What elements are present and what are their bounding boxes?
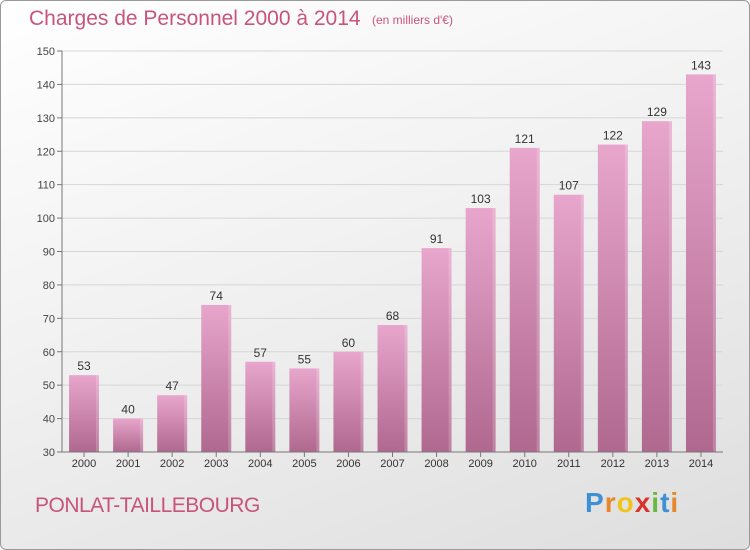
bar — [509, 147, 540, 453]
logo-letter: x — [634, 487, 652, 518]
proxiti-logo: Proxiti — [585, 487, 679, 519]
y-tick-label: 40 — [43, 414, 55, 426]
y-tick-label: 110 — [37, 180, 55, 192]
data-label: 57 — [254, 346, 268, 360]
data-label: 40 — [121, 403, 135, 417]
chart-subtitle: (en milliers d'€) — [372, 13, 453, 27]
x-tick-label: 2012 — [601, 458, 625, 470]
data-label: 68 — [386, 309, 400, 323]
x-tick-label: 2014 — [689, 458, 713, 470]
y-tick-label: 90 — [43, 247, 55, 259]
x-tick-label: 2013 — [645, 458, 669, 470]
data-label: 122 — [603, 129, 623, 143]
bar — [69, 375, 100, 452]
y-tick-label: 30 — [43, 447, 55, 459]
axes — [57, 50, 723, 457]
data-label: 91 — [430, 232, 444, 246]
bar-highlight — [184, 395, 188, 452]
logo-letter: o — [616, 487, 635, 518]
bar — [377, 325, 408, 452]
bar — [553, 194, 584, 453]
y-tick-label: 50 — [43, 380, 55, 392]
bar-highlight — [492, 208, 496, 452]
bar-highlight — [316, 368, 320, 452]
bar — [157, 395, 188, 452]
logo-letter: P — [585, 487, 605, 518]
chart-title: Charges de Personnel 2000 à 2014 — [29, 7, 361, 30]
y-tick-label: 100 — [37, 213, 55, 225]
bar-highlight — [360, 351, 364, 452]
bar-highlight — [536, 147, 540, 453]
y-tick-label: 60 — [43, 347, 55, 359]
bars — [69, 74, 716, 453]
data-label: 121 — [515, 132, 535, 146]
y-tick-label: 80 — [43, 280, 55, 292]
bar — [201, 304, 232, 452]
y-tick-label: 150 — [37, 46, 55, 58]
bar — [333, 351, 364, 452]
data-label: 143 — [691, 58, 711, 72]
y-tick-label: 130 — [37, 113, 55, 125]
x-tick-label: 2006 — [336, 458, 360, 470]
x-tick-label: 2011 — [557, 458, 581, 470]
bar-highlight — [140, 418, 144, 452]
bar-highlight — [272, 361, 276, 452]
y-tick-label: 120 — [37, 146, 55, 158]
x-tick-label: 2004 — [248, 458, 272, 470]
y-tick-label: 140 — [37, 79, 55, 91]
bar — [597, 144, 628, 453]
logo-letter: i — [670, 487, 680, 518]
data-label: 74 — [210, 289, 224, 303]
x-tick-label: 2005 — [292, 458, 316, 470]
x-tick-label: 2010 — [512, 458, 536, 470]
bar-highlight — [404, 325, 408, 452]
bar — [641, 121, 672, 453]
x-tick-label: 2009 — [468, 458, 492, 470]
bar — [289, 368, 320, 452]
bar — [421, 248, 452, 452]
bar-highlight — [668, 121, 672, 453]
logo-letter: i — [651, 487, 661, 518]
x-tick-label: 2001 — [116, 458, 140, 470]
y-tick-label: 70 — [43, 313, 55, 325]
x-tick-label: 2002 — [160, 458, 184, 470]
bar — [465, 208, 496, 452]
bar — [245, 361, 276, 452]
data-label: 47 — [165, 379, 179, 393]
data-label: 53 — [77, 359, 91, 373]
logo-letter: t — [660, 487, 671, 518]
bar — [685, 74, 716, 453]
bar-highlight — [624, 144, 628, 453]
x-tick-label: 2003 — [204, 458, 228, 470]
bar — [113, 418, 144, 452]
x-tick-label: 2007 — [380, 458, 404, 470]
labels: 30 40 50 60 70 80 90 100 110 120 130 140 150 53 2000 40… — [37, 46, 714, 470]
commune-name: PONLAT-TAILLEBOURG — [35, 494, 260, 517]
data-label: 107 — [559, 179, 579, 193]
data-label: 103 — [471, 192, 491, 206]
bar-highlight — [448, 248, 452, 452]
bar-highlight — [580, 194, 584, 453]
bar-highlight — [228, 304, 232, 452]
data-label: 55 — [298, 352, 312, 366]
bar-highlight — [712, 74, 716, 453]
bar-highlight — [96, 375, 100, 452]
data-label: 129 — [647, 105, 667, 119]
x-tick-label: 2008 — [424, 458, 448, 470]
x-tick-label: 2000 — [72, 458, 96, 470]
data-label: 60 — [342, 336, 356, 350]
logo-letter: r — [604, 487, 617, 518]
